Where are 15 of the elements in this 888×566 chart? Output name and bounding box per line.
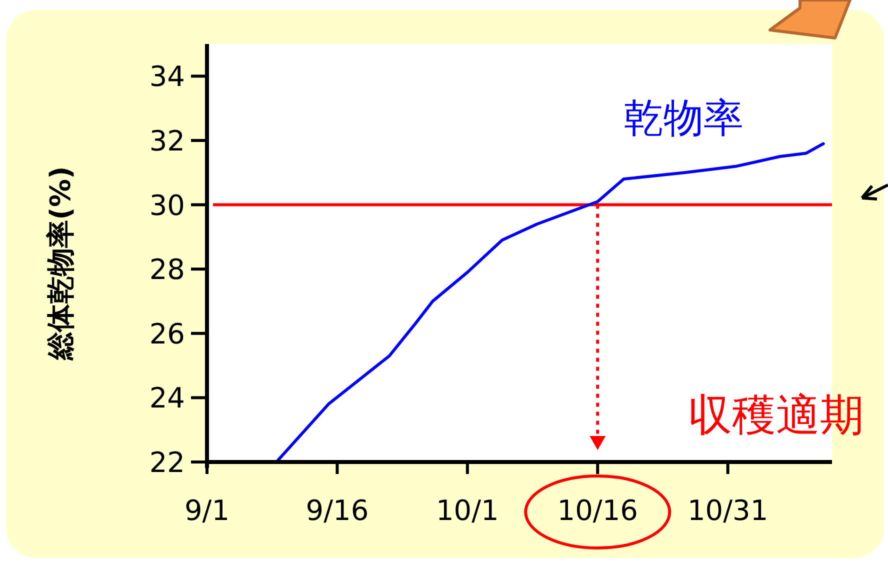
y-tick-label: 22 <box>149 446 185 479</box>
ref-line-label: 収穫適期 <box>688 390 864 441</box>
x-tick-label: 9/16 <box>306 494 369 527</box>
series-label: 乾物率 <box>623 96 744 142</box>
y-tick-label: 24 <box>149 382 185 415</box>
x-tick-label: 9/1 <box>184 494 230 527</box>
y-tick-label: 34 <box>149 60 185 94</box>
y-tick-label: 30 <box>149 188 185 222</box>
x-tick-label: 10/31 <box>687 494 768 527</box>
y-tick-label: 26 <box>149 317 185 350</box>
y-axis-title: 総体乾物率(%) <box>44 166 77 361</box>
y-tick-label: 32 <box>149 124 185 158</box>
x-tick-label: 10/16 <box>557 494 638 527</box>
x-tick-label: 10/1 <box>436 494 499 527</box>
y-tick-label: 28 <box>149 253 185 286</box>
